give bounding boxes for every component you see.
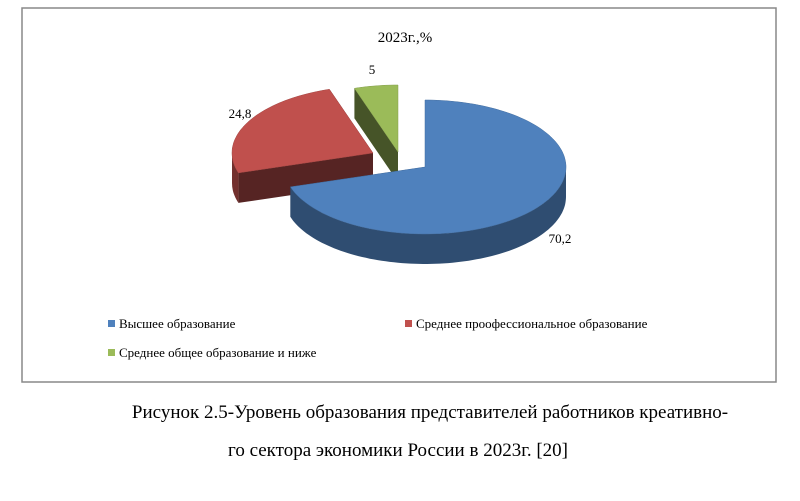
caption-line: го сектора экономики России в 2023г. [20… [228,440,568,461]
pie: 5 24,8 70,2 [229,62,572,264]
value-label: 24,8 [229,106,252,121]
legend-swatch [108,349,115,356]
value-label: 5 [369,62,376,77]
legend-swatch [405,320,412,327]
slice [353,84,399,153]
legend-label: Среднее общее образование и ниже [119,345,317,360]
legend-swatch [108,320,115,327]
legend: Высшее образование Среднее проофессиональ… [108,316,648,360]
slice-wall [232,153,239,203]
slice-wall [290,167,566,264]
slice [289,99,567,235]
chart-title: 2023г.,% [378,30,432,46]
caption-line: Рисунок 2.5-Уровень образования представ… [132,402,728,423]
slice [231,89,374,174]
legend-label: Высшее образование [119,316,236,331]
legend-label: Среднее проофессиональное образование [416,316,648,331]
slice-side [354,88,398,182]
value-label: 70,2 [549,231,572,246]
slice-side [238,153,373,203]
